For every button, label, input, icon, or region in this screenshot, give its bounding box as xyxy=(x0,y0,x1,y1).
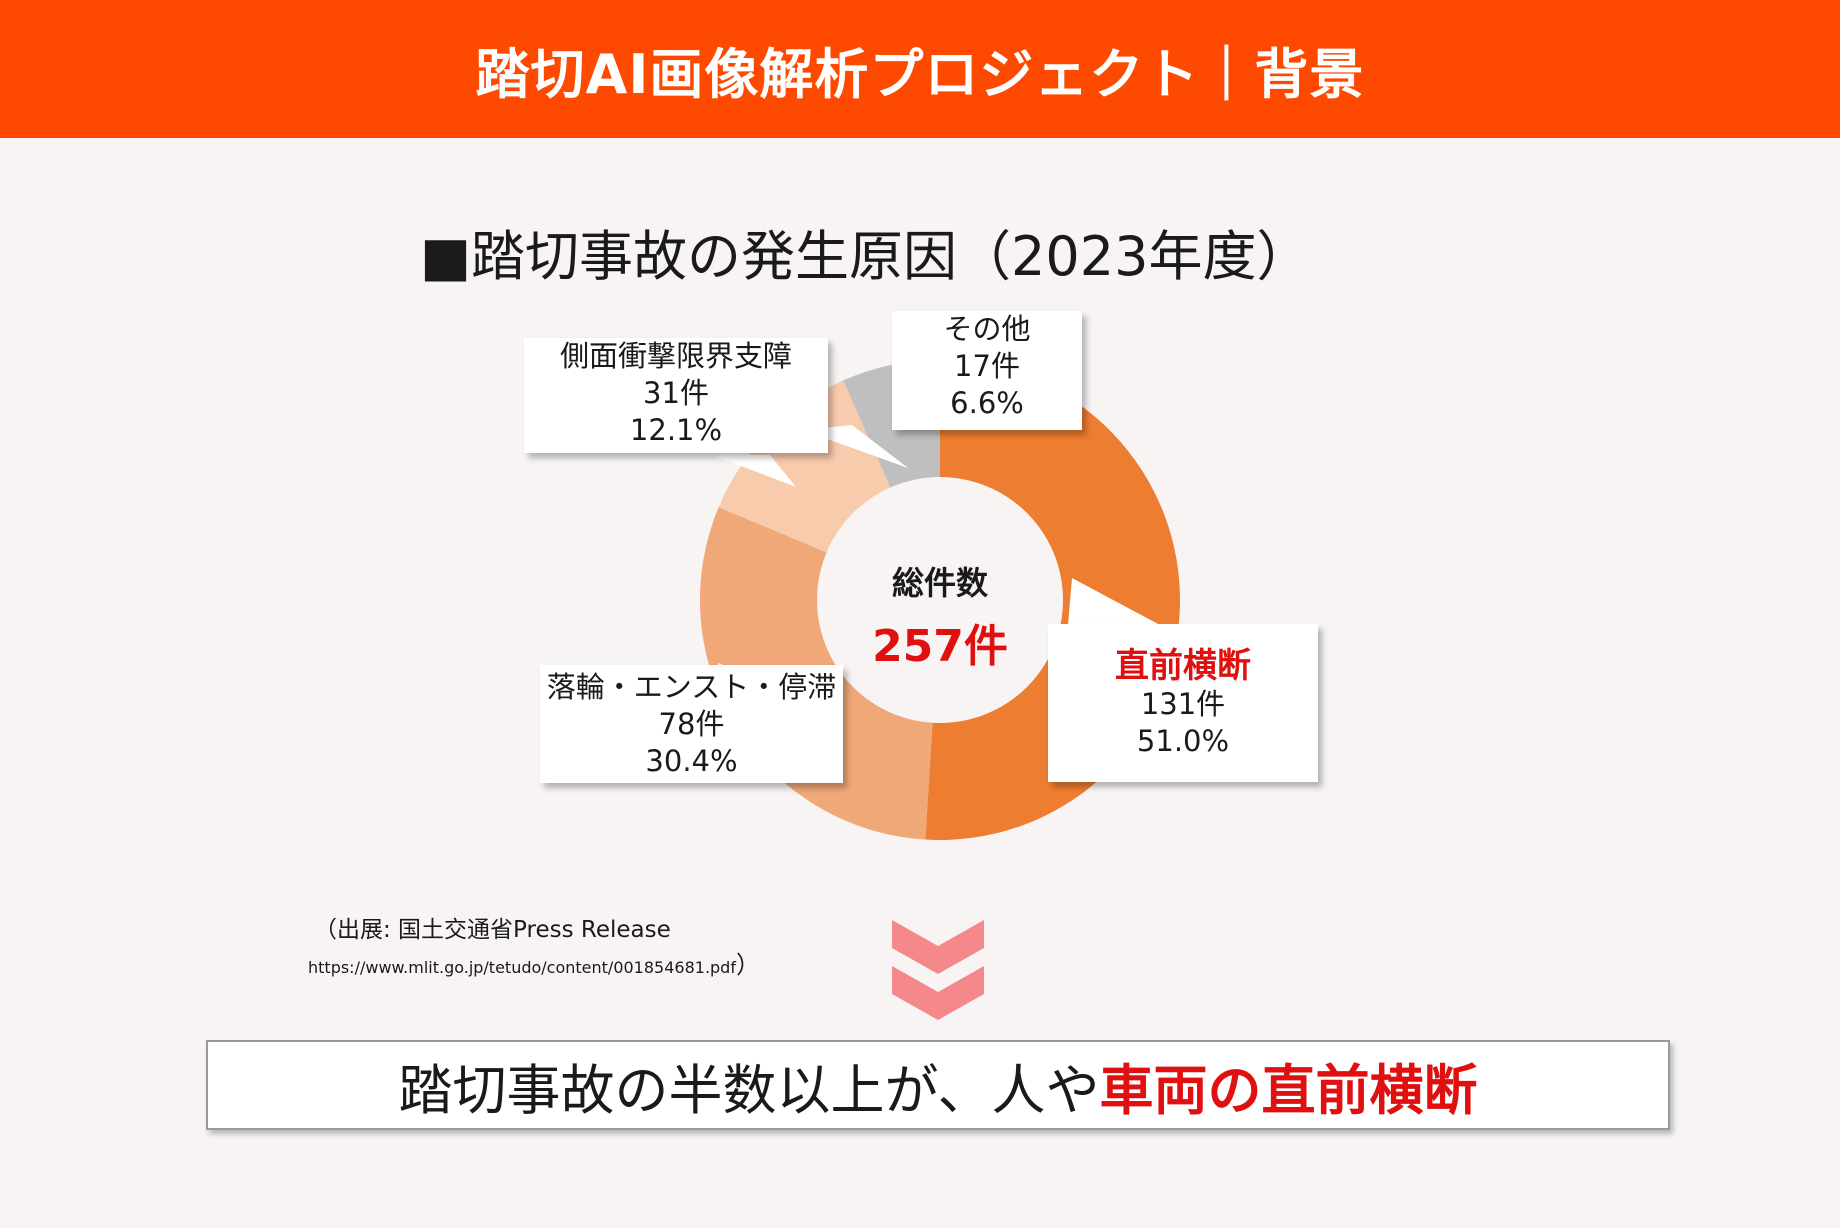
slice-label: 側面衝撃限界支障 xyxy=(559,339,792,373)
chart-title: ■踏切事故の発生原因（2023年度） xyxy=(420,225,1311,288)
slice-percent: 12.1% xyxy=(629,413,723,447)
callout-other: その他 17件 6.6% xyxy=(892,311,1082,430)
callout-pointer-side xyxy=(712,455,796,487)
donut-center-label: 総件数 257件 xyxy=(840,558,1040,674)
header-title: 踏切AI画像解析プロジェクト｜背景 xyxy=(475,42,1365,106)
source-url[interactable]: https://www.mlit.go.jp/tetudo/content/00… xyxy=(308,958,736,977)
slice-percent: 30.4% xyxy=(645,744,738,778)
slice-count: 31件 xyxy=(643,376,709,410)
callout-pointer-other xyxy=(802,425,908,468)
conclusion-emphasis: 車両の直前横断 xyxy=(1099,1058,1478,1122)
source-url-line: https://www.mlit.go.jp/tetudo/content/00… xyxy=(308,945,760,980)
double-chevron-down-icon xyxy=(892,920,984,1020)
total-label: 総件数 xyxy=(891,564,988,602)
total-value: 257件 xyxy=(872,621,1008,672)
callout-side-impact: 側面衝撃限界支障 31件 12.1% xyxy=(524,338,828,453)
source-citation: （出展: 国土交通省Press Release xyxy=(314,917,671,943)
slice-label: 直前横断 xyxy=(1115,646,1251,686)
conclusion-text: 踏切事故の半数以上が、人や xyxy=(398,1058,1100,1122)
callout-pointer-crossing xyxy=(1068,578,1160,625)
slice-count: 78件 xyxy=(658,707,725,741)
callout-direct-crossing: 直前横断 131件 51.0% xyxy=(1048,624,1318,782)
conclusion-box: 踏切事故の半数以上が、人や 車両の直前横断 xyxy=(206,1040,1670,1130)
slice-count: 131件 xyxy=(1140,687,1226,721)
slice-label: その他 xyxy=(943,312,1031,346)
slice-percent: 6.6% xyxy=(950,386,1024,420)
callout-wheel-stall: 落輪・エンスト・停滞 78件 30.4% xyxy=(540,665,843,783)
slice-percent: 51.0% xyxy=(1136,724,1230,758)
slice-count: 17件 xyxy=(954,349,1020,383)
header-bar: 踏切AI画像解析プロジェクト｜背景 xyxy=(0,0,1840,138)
source-close-paren: ） xyxy=(735,951,760,979)
donut-hole xyxy=(817,477,1063,723)
slice-label: 落輪・エンスト・停滞 xyxy=(546,670,837,704)
